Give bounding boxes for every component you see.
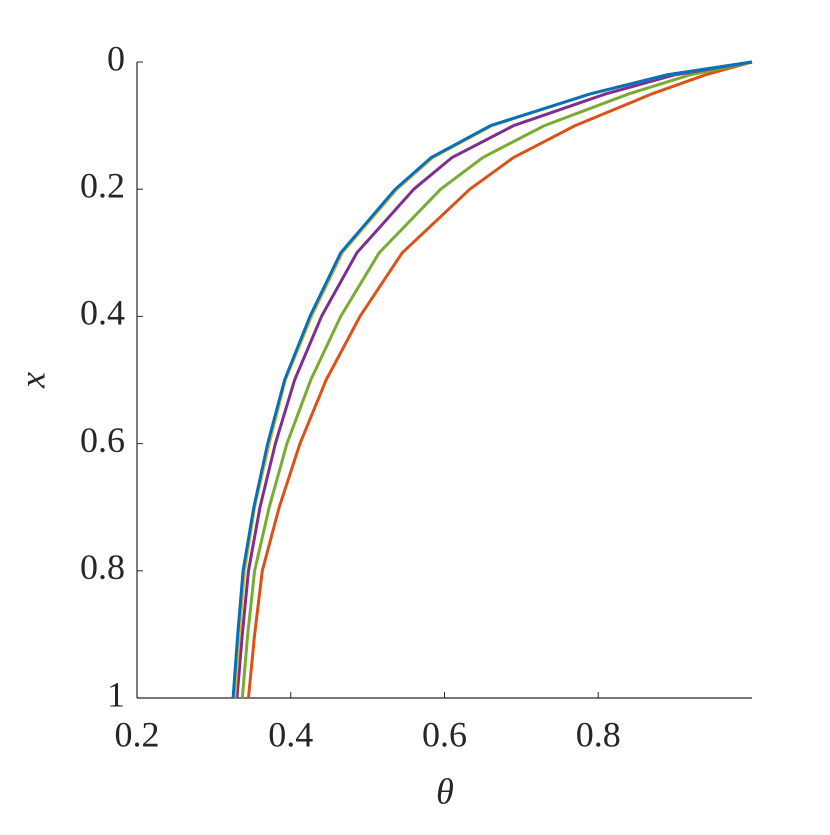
y-tick-label: 0.6: [80, 420, 125, 460]
x-tick-label: 0.4: [268, 714, 313, 754]
series-line: [231, 60, 753, 699]
y-tick-label: 0: [107, 38, 125, 78]
series-line: [235, 60, 753, 699]
x-axis-label: θ: [436, 771, 454, 811]
y-tick-label: 0.4: [80, 293, 125, 333]
y-axis-label: x: [12, 372, 52, 389]
x-tick-label: 0.6: [422, 714, 467, 754]
series-line: [246, 60, 753, 699]
x-tick-label: 0.8: [576, 714, 621, 754]
y-tick-label: 1: [107, 674, 125, 714]
x-tick-label: 0.2: [115, 714, 160, 754]
series-line: [240, 60, 753, 699]
y-tick-label: 0.2: [80, 165, 125, 205]
y-tick-label: 0.8: [80, 547, 125, 587]
